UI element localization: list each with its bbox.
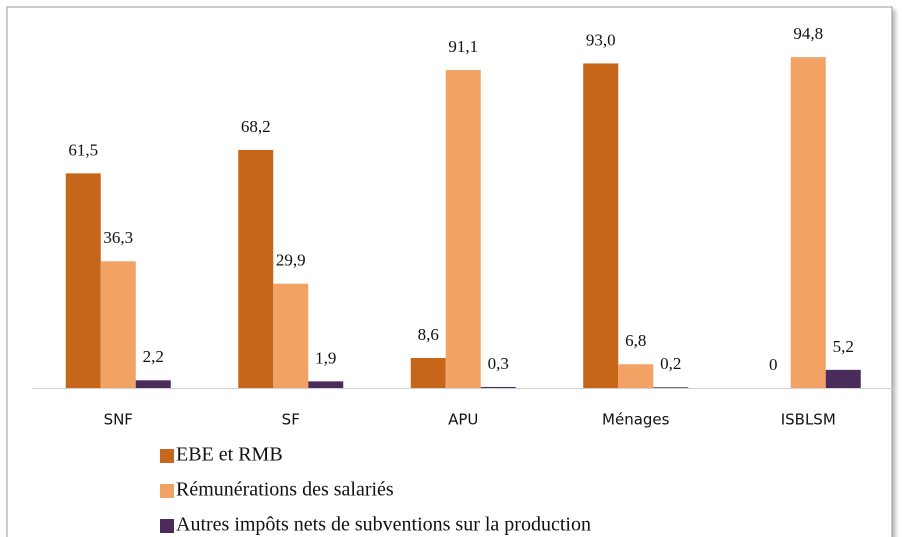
bar <box>65 173 101 388</box>
x-tick-label: SNF <box>104 411 133 429</box>
data-label: 91,1 <box>448 37 478 56</box>
bar <box>653 387 689 388</box>
data-label: 29,9 <box>276 251 306 270</box>
bar <box>480 386 516 388</box>
data-label: 68,2 <box>241 117 271 136</box>
bar <box>238 149 274 388</box>
bar <box>618 364 654 388</box>
legend-label: Autres impôts nets de subventions sur la… <box>176 514 591 536</box>
data-label: 94,8 <box>793 24 823 43</box>
legend-label: Rémunérations des salariés <box>176 479 394 501</box>
x-tick-label: SF <box>282 411 300 429</box>
bar <box>445 70 481 388</box>
bar <box>100 261 136 388</box>
bar <box>825 369 861 388</box>
x-tick-label: ISBLSM <box>781 411 836 429</box>
bar <box>583 63 619 389</box>
data-label: 1,9 <box>315 348 336 367</box>
data-label: 0 <box>769 355 778 374</box>
data-label: 0,2 <box>660 354 681 373</box>
x-tick-label: APU <box>448 411 478 429</box>
legend-swatch <box>160 449 174 463</box>
bar <box>410 357 446 388</box>
x-tick-label: Ménages <box>602 411 670 429</box>
bar <box>135 380 171 388</box>
data-label: 36,3 <box>103 228 133 247</box>
data-label: 8,6 <box>418 325 439 344</box>
legend-label: EBE et RMB <box>176 444 283 466</box>
data-label: 93,0 <box>586 30 616 49</box>
bar <box>308 381 344 388</box>
data-label: 5,2 <box>833 337 854 356</box>
legend-swatch <box>160 484 174 498</box>
data-label: 61,5 <box>68 140 98 159</box>
bar <box>790 57 826 388</box>
data-label: 6,8 <box>625 331 646 350</box>
data-label: 0,3 <box>488 354 509 373</box>
data-label: 2,2 <box>143 347 164 366</box>
legend-swatch <box>160 519 174 533</box>
bar <box>273 283 309 388</box>
